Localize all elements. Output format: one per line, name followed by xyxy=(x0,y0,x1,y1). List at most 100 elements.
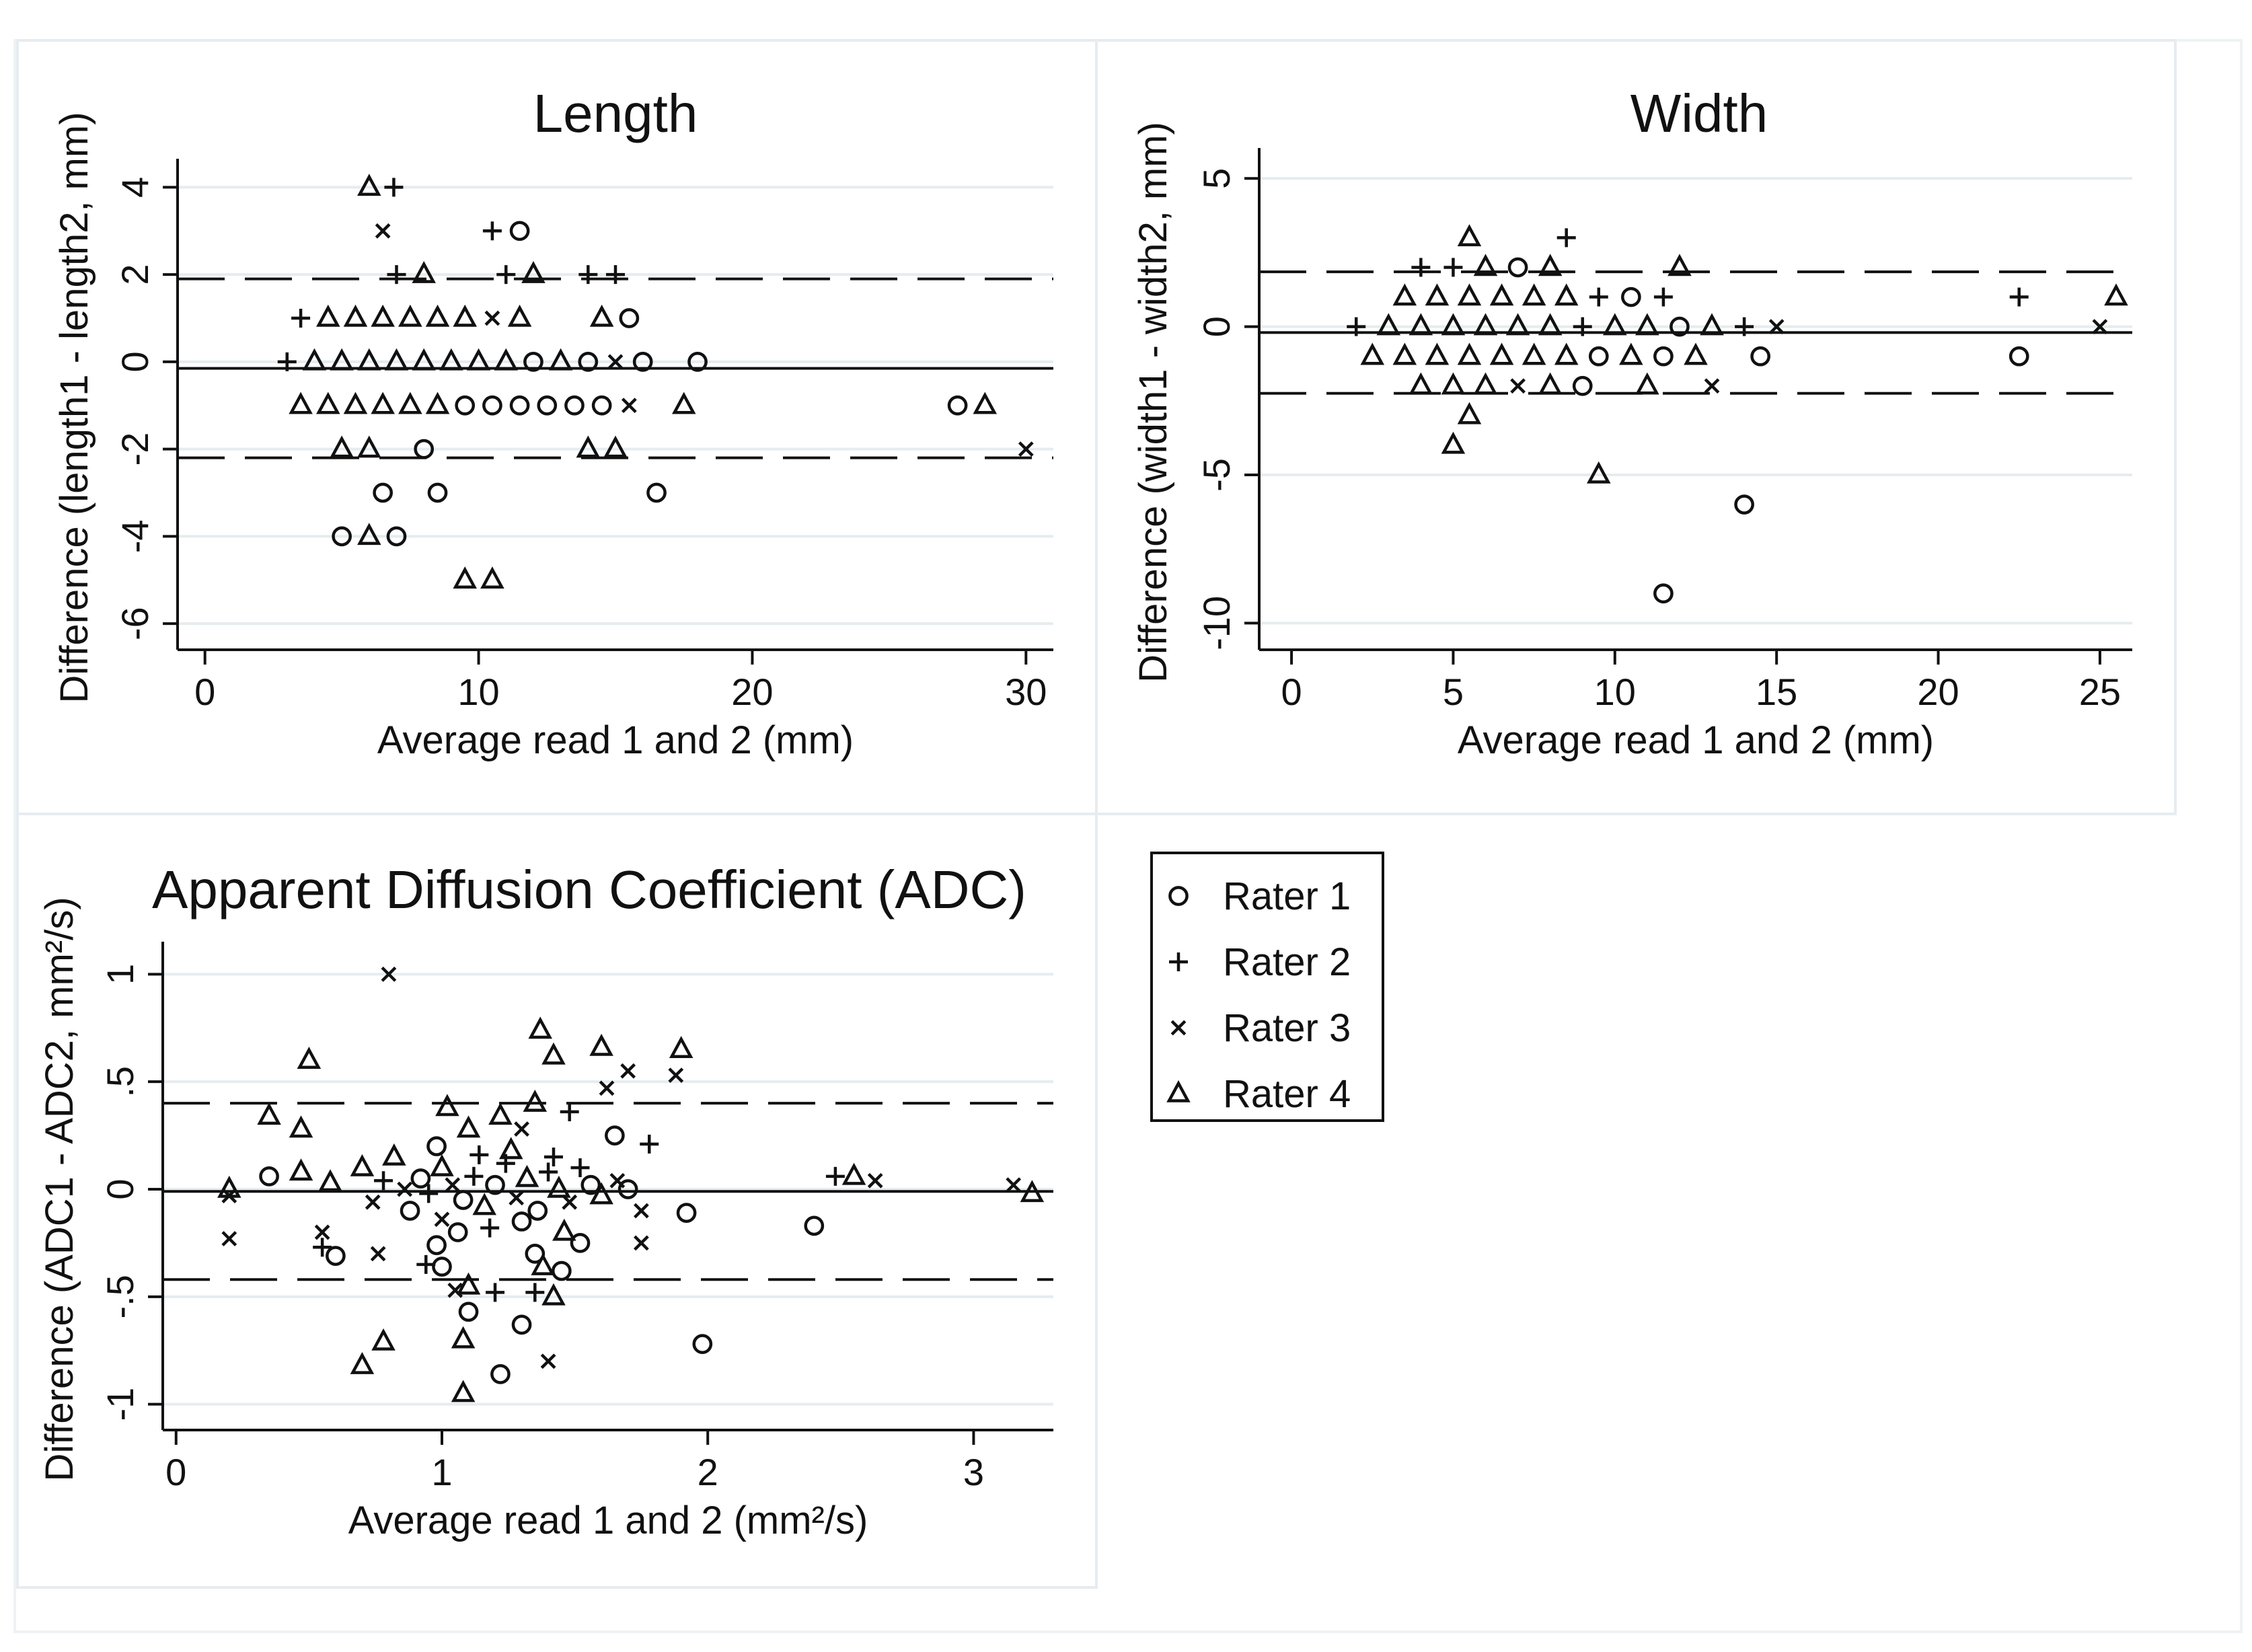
width-point-plus-16 xyxy=(1653,287,1673,307)
adc-point-circle-88 xyxy=(804,1215,825,1236)
adc-point-plus-39 xyxy=(539,1162,558,1182)
adc-point-circle-21 xyxy=(259,1166,279,1187)
adc-point-triangle-37 xyxy=(515,1164,539,1187)
width-point-plus-3 xyxy=(1443,258,1463,277)
width-point-circle-46 xyxy=(2009,346,2029,367)
length-xtick-label-0: 0 xyxy=(194,671,215,713)
width-point-triangle-27 xyxy=(1603,313,1627,336)
adc-y-axis-label: Difference (ADC1 - ADC2, mm²/s) xyxy=(38,897,81,1481)
adc-point-triangle-23 xyxy=(318,1169,342,1192)
width-xtick-label-5: 25 xyxy=(2079,671,2121,713)
length-point-plus-9 xyxy=(578,265,598,285)
width-point-triangle-12 xyxy=(1522,283,1546,306)
width-point-cross-50 xyxy=(1510,378,1526,394)
adc-ytick-label-3: -.5 xyxy=(99,1275,141,1318)
length-chart-title: Length xyxy=(533,83,698,143)
adc-point-triangle-2 xyxy=(257,1102,281,1125)
length-point-plus-3 xyxy=(482,221,502,241)
adc-point-plus-89 xyxy=(825,1166,845,1186)
length-point-triangle-20 xyxy=(589,304,614,327)
adc-point-cross-8 xyxy=(668,1067,684,1083)
adc-point-plus-50 xyxy=(470,1145,489,1164)
length-point-plus-5 xyxy=(387,265,406,285)
adc-point-triangle-13 xyxy=(523,1090,548,1112)
length-point-triangle-57 xyxy=(603,435,628,458)
width-point-triangle-13 xyxy=(1554,283,1579,306)
adc-point-cross-74 xyxy=(447,1282,463,1298)
length-point-triangle-30 xyxy=(494,348,519,371)
width-point-circle-58 xyxy=(1734,494,1754,515)
adc-point-triangle-81 xyxy=(451,1326,476,1349)
length-ytick-label-4: -4 xyxy=(114,519,156,553)
width-point-triangle-9 xyxy=(1425,283,1450,306)
length-point-triangle-56 xyxy=(576,435,601,458)
legend-label-rater-2: Rater 2 xyxy=(1223,940,1351,984)
adc-point-circle-68 xyxy=(525,1244,546,1264)
adc-xtick-label-2: 2 xyxy=(698,1451,718,1493)
length-point-circle-48 xyxy=(591,395,612,416)
width-ytick-label-0: 5 xyxy=(1195,168,1238,189)
adc-point-triangle-93 xyxy=(1020,1180,1045,1203)
adc-chart-title: Apparent Diffusion Coefficient (ADC) xyxy=(152,860,1026,919)
width-point-cross-32 xyxy=(1768,319,1785,335)
adc-point-triangle-82 xyxy=(371,1328,396,1351)
length-xtick-label-1: 10 xyxy=(457,671,499,713)
legend-marker-circle xyxy=(1168,886,1189,906)
adc-point-cross-47 xyxy=(634,1203,649,1219)
legend-label-rater-4: Rater 4 xyxy=(1223,1072,1351,1116)
width-point-triangle-56 xyxy=(1441,431,1466,454)
adc-point-triangle-3 xyxy=(289,1115,313,1138)
width-point-circle-52 xyxy=(1572,375,1593,396)
length-point-circle-64 xyxy=(386,526,407,547)
adc-point-triangle-6 xyxy=(589,1033,613,1056)
width-xtick-label-3: 15 xyxy=(1756,671,1797,713)
width-point-plus-1 xyxy=(1556,228,1576,248)
adc-point-cross-54 xyxy=(434,1211,450,1228)
length-point-triangle-39 xyxy=(343,391,368,414)
width-point-plus-14 xyxy=(1589,287,1608,307)
adc-point-triangle-90 xyxy=(841,1162,866,1185)
adc-point-circle-46 xyxy=(617,1179,638,1199)
width-point-triangle-53 xyxy=(1635,372,1659,395)
legend-marker-plus xyxy=(1169,952,1188,971)
adc-point-cross-60 xyxy=(221,1231,237,1246)
width-point-triangle-25 xyxy=(1538,313,1563,336)
width-point-circle-15 xyxy=(1621,287,1641,307)
width-point-triangle-57 xyxy=(1587,461,1611,484)
adc-point-triangle-40 xyxy=(547,1175,571,1198)
adc-ytick-label-2: 0 xyxy=(99,1178,141,1199)
length-ytick-label-2: 0 xyxy=(114,351,156,372)
length-point-triangle-26 xyxy=(384,348,409,371)
width-point-triangle-36 xyxy=(1425,342,1450,365)
length-point-circle-43 xyxy=(455,395,476,416)
adc-point-triangle-33 xyxy=(472,1193,496,1215)
width-point-plus-26 xyxy=(1573,317,1592,336)
adc-point-plus-42 xyxy=(570,1158,590,1178)
width-point-triangle-11 xyxy=(1489,283,1514,306)
length-point-triangle-50 xyxy=(671,391,696,414)
length-point-circle-51 xyxy=(947,395,968,416)
adc-point-circle-38 xyxy=(527,1201,548,1221)
legend-label-rater-1: Rater 1 xyxy=(1223,874,1351,918)
adc-point-cross-92 xyxy=(1006,1177,1022,1193)
adc-point-plus-76 xyxy=(486,1283,505,1302)
adc-ytick-label-0: 1 xyxy=(99,964,141,985)
length-point-triangle-42 xyxy=(425,391,450,414)
width-ytick-label-1: 0 xyxy=(1195,316,1238,337)
adc-point-triangle-83 xyxy=(350,1351,375,1374)
adc-ytick-label-1: .5 xyxy=(99,1066,141,1098)
width-point-triangle-6 xyxy=(1538,254,1563,276)
length-point-plus-22 xyxy=(277,352,297,371)
adc-points xyxy=(217,966,1045,1402)
length-point-circle-33 xyxy=(578,352,599,372)
adc-point-triangle-78 xyxy=(541,1283,566,1306)
adc-xtick-label-0: 0 xyxy=(165,1451,186,1493)
length-point-triangle-38 xyxy=(316,391,340,414)
length-point-triangle-8 xyxy=(521,261,546,283)
adc-point-cross-58 xyxy=(365,1194,381,1210)
length-point-plus-11 xyxy=(291,309,311,328)
width-point-triangle-48 xyxy=(1441,372,1466,395)
width-point-circle-29 xyxy=(1669,316,1690,337)
